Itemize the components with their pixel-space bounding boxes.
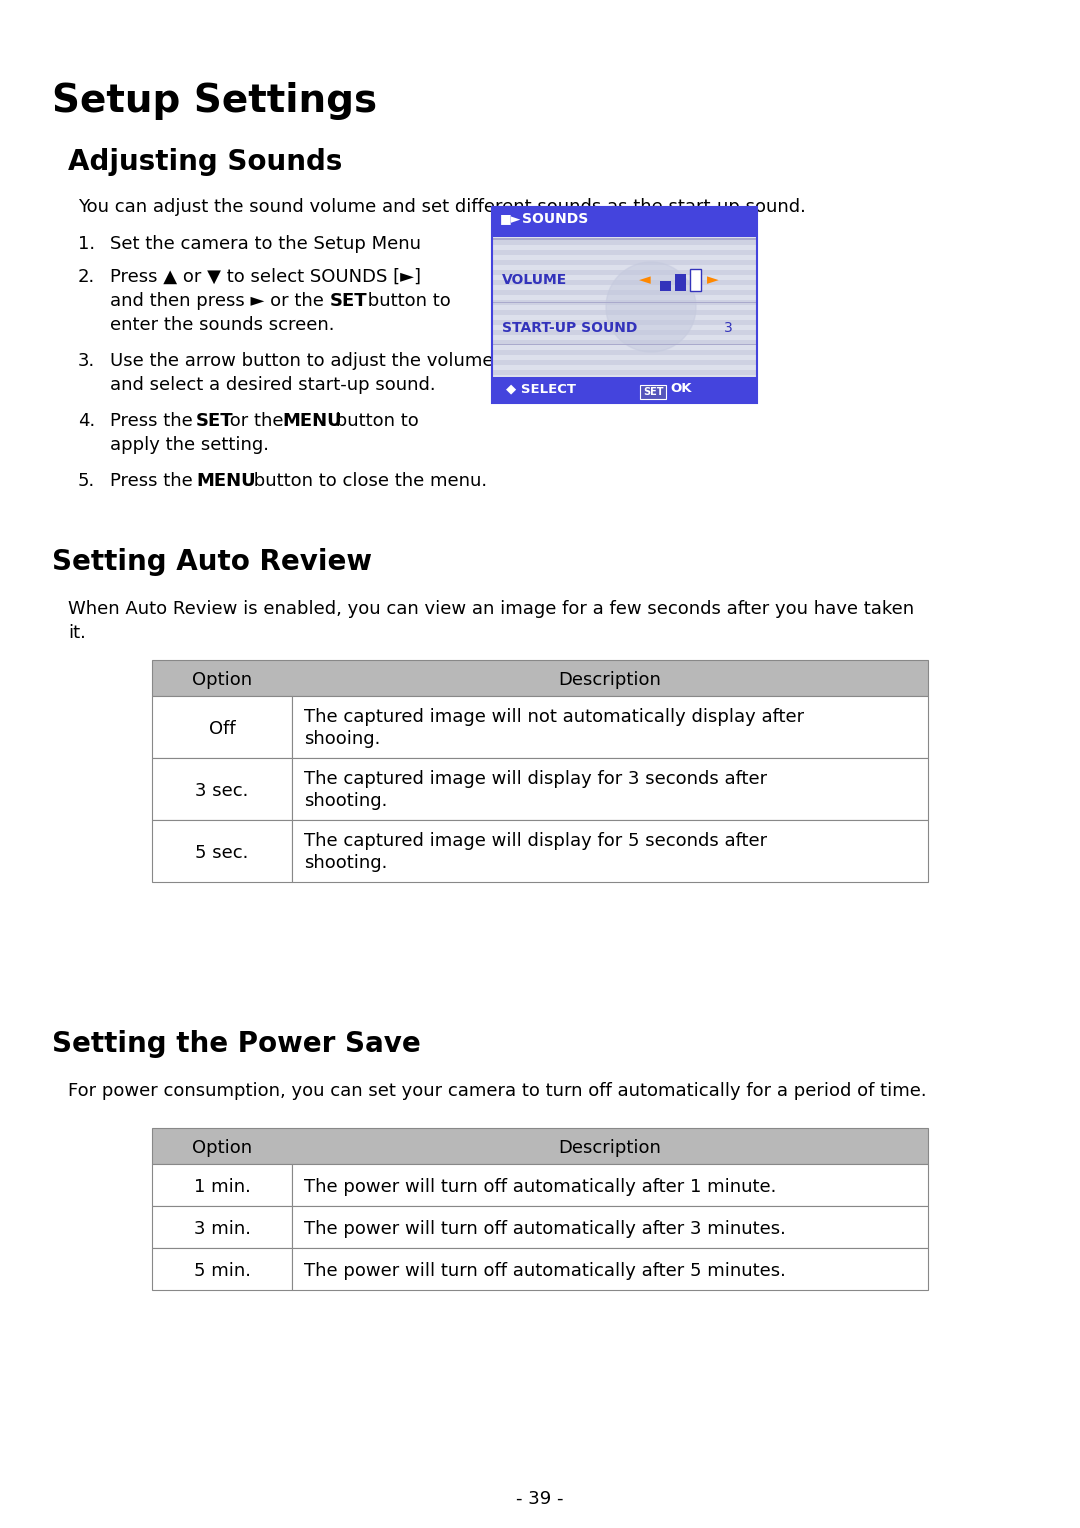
Bar <box>492 260 757 264</box>
Text: SOUNDS: SOUNDS <box>522 212 589 226</box>
Text: The captured image will display for 3 seconds after: The captured image will display for 3 se… <box>303 770 767 788</box>
Bar <box>292 1248 928 1290</box>
Bar <box>492 330 757 335</box>
Text: and then press ► or the: and then press ► or the <box>110 292 329 310</box>
Text: button to: button to <box>362 292 450 310</box>
Text: Set the camera to the Setup Menu: Set the camera to the Setup Menu <box>110 235 421 254</box>
Bar <box>152 1206 292 1248</box>
Text: Press ▲ or ▼ to select SOUNDS [►]: Press ▲ or ▼ to select SOUNDS [►] <box>110 267 421 286</box>
Bar <box>492 370 757 374</box>
Text: 2.: 2. <box>78 267 95 286</box>
Text: it.: it. <box>68 623 86 642</box>
Text: shooing.: shooing. <box>303 730 380 749</box>
Text: ■►: ■► <box>500 212 522 225</box>
Text: or the: or the <box>224 413 289 429</box>
Text: shooting.: shooting. <box>303 792 388 810</box>
Text: shooting.: shooting. <box>303 854 388 872</box>
Text: - 39 -: - 39 - <box>516 1490 564 1508</box>
Text: When Auto Review is enabled, you can view an image for a few seconds after you h: When Auto Review is enabled, you can vie… <box>68 601 914 617</box>
Text: START-UP SOUND: START-UP SOUND <box>502 321 637 335</box>
Text: OK: OK <box>670 382 691 396</box>
Text: Press the: Press the <box>110 472 199 490</box>
Text: Use the arrow button to adjust the volume: Use the arrow button to adjust the volum… <box>110 351 494 370</box>
Bar <box>492 310 757 315</box>
Bar <box>152 660 928 695</box>
Bar <box>292 695 928 758</box>
Bar <box>292 1206 928 1248</box>
Bar <box>660 281 671 290</box>
Text: Setting the Power Save: Setting the Power Save <box>52 1030 421 1057</box>
Bar <box>640 385 666 399</box>
Text: 1 min.: 1 min. <box>193 1178 251 1196</box>
Bar <box>492 238 757 240</box>
Bar <box>492 290 757 295</box>
Bar <box>152 1248 292 1290</box>
Bar <box>690 269 701 290</box>
Bar <box>292 1164 928 1206</box>
Text: 3: 3 <box>724 321 732 335</box>
Bar <box>492 240 757 244</box>
Text: MENU: MENU <box>282 413 341 429</box>
Text: You can adjust the sound volume and set different sounds as the start-up sound.: You can adjust the sound volume and set … <box>78 199 806 215</box>
Bar <box>152 695 292 758</box>
Text: 1.: 1. <box>78 235 95 254</box>
Text: Off: Off <box>208 720 235 738</box>
Text: SET: SET <box>195 413 233 429</box>
Text: The power will turn off automatically after 1 minute.: The power will turn off automatically af… <box>303 1178 777 1196</box>
Bar <box>152 821 292 882</box>
Text: SET: SET <box>643 387 663 397</box>
Bar <box>292 821 928 882</box>
Text: enter the sounds screen.: enter the sounds screen. <box>110 316 335 335</box>
Text: SET: SET <box>330 292 367 310</box>
Text: ◆ SELECT: ◆ SELECT <box>507 382 576 396</box>
Bar <box>492 270 757 275</box>
Bar <box>492 299 757 306</box>
Text: 5 min.: 5 min. <box>193 1262 251 1280</box>
Text: Option: Option <box>192 1138 252 1157</box>
Text: Adjusting Sounds: Adjusting Sounds <box>68 148 342 176</box>
Bar <box>492 206 757 237</box>
Text: ►: ► <box>707 272 719 287</box>
Bar <box>152 1164 292 1206</box>
Bar <box>675 274 686 290</box>
Text: apply the setting.: apply the setting. <box>110 435 269 454</box>
Bar <box>292 758 928 821</box>
Bar <box>492 319 757 325</box>
Text: Description: Description <box>558 1138 661 1157</box>
Text: Setting Auto Review: Setting Auto Review <box>52 549 372 576</box>
Text: and select a desired start-up sound.: and select a desired start-up sound. <box>110 376 435 394</box>
Text: For power consumption, you can set your camera to turn off automatically for a p: For power consumption, you can set your … <box>68 1082 927 1100</box>
Text: Option: Option <box>192 671 252 689</box>
Bar <box>152 758 292 821</box>
Text: Setup Settings: Setup Settings <box>52 83 377 121</box>
Text: button to close the menu.: button to close the menu. <box>248 472 487 490</box>
Circle shape <box>606 261 696 351</box>
Text: The power will turn off automatically after 5 minutes.: The power will turn off automatically af… <box>303 1262 786 1280</box>
Text: The power will turn off automatically after 3 minutes.: The power will turn off automatically af… <box>303 1219 786 1238</box>
Text: The captured image will display for 5 seconds after: The captured image will display for 5 se… <box>303 833 767 850</box>
Bar <box>492 377 757 403</box>
Text: 3 sec.: 3 sec. <box>195 782 248 801</box>
Bar <box>492 237 757 377</box>
Bar <box>152 1128 928 1164</box>
Bar <box>492 280 757 286</box>
Text: Press the: Press the <box>110 413 199 429</box>
Text: The captured image will not automatically display after: The captured image will not automaticall… <box>303 707 805 726</box>
Text: 3 min.: 3 min. <box>193 1219 251 1238</box>
Text: Description: Description <box>558 671 661 689</box>
Text: 5 sec.: 5 sec. <box>195 843 248 862</box>
Bar <box>492 361 757 365</box>
Bar <box>492 206 757 403</box>
Text: button to: button to <box>330 413 419 429</box>
Bar <box>492 350 757 354</box>
Text: VOLUME: VOLUME <box>502 274 567 287</box>
Text: 5.: 5. <box>78 472 95 490</box>
Text: 4.: 4. <box>78 413 95 429</box>
Bar <box>492 341 757 345</box>
Text: MENU: MENU <box>195 472 256 490</box>
Text: 3.: 3. <box>78 351 95 370</box>
Bar <box>492 251 757 255</box>
Text: ◄: ◄ <box>639 272 651 287</box>
